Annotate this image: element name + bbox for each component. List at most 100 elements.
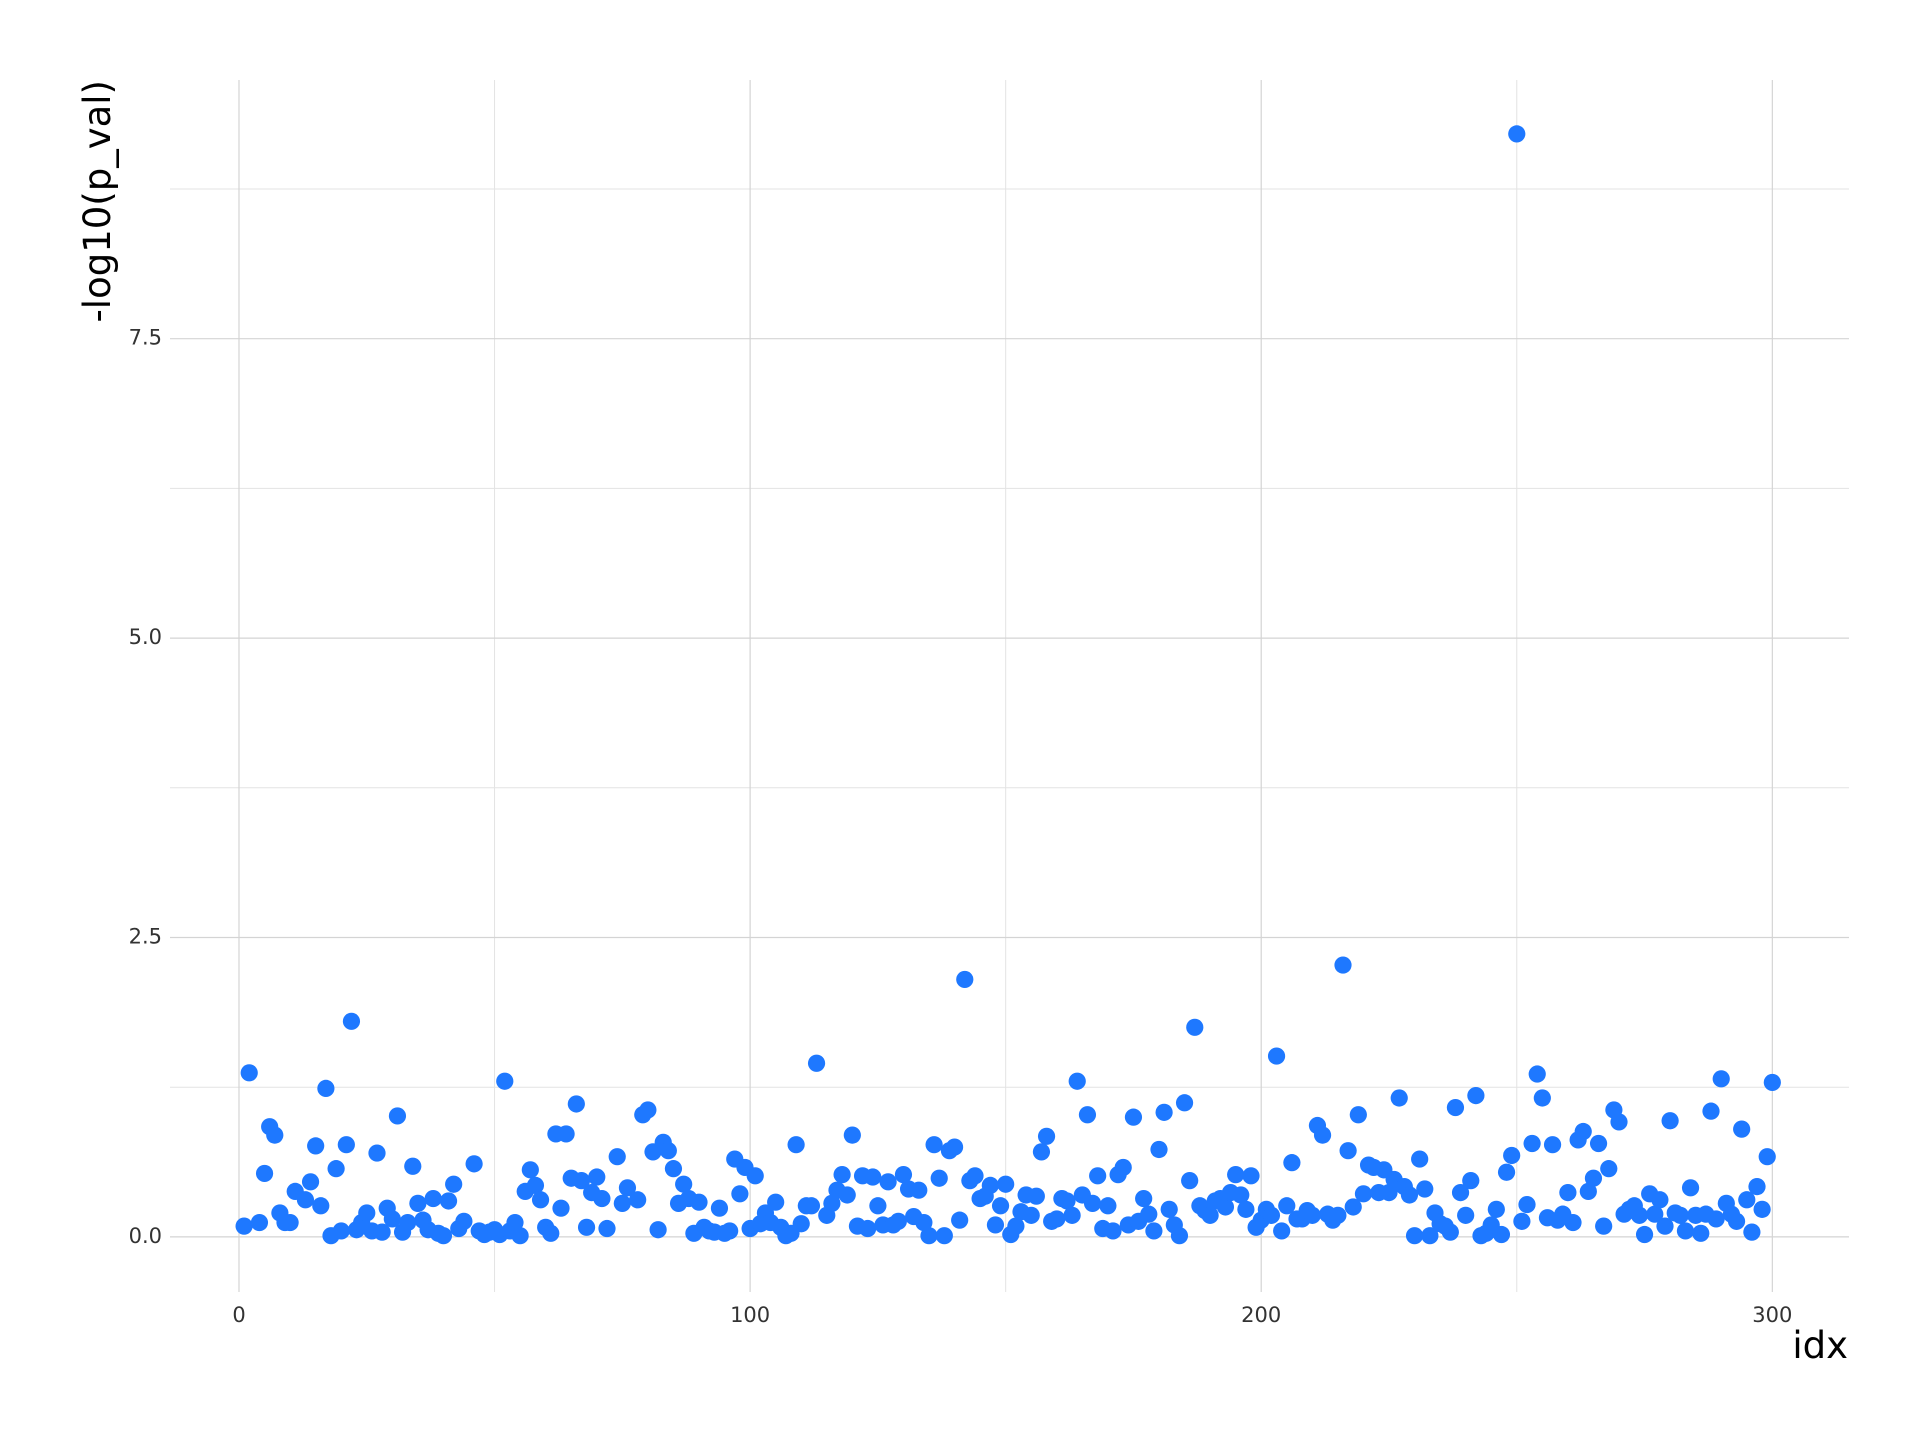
point — [945, 1138, 964, 1156]
y-tick-label: 7.5 — [129, 326, 162, 350]
point — [1227, 1166, 1245, 1184]
point — [675, 1175, 693, 1193]
point — [981, 1176, 999, 1195]
point — [424, 1189, 442, 1208]
point — [1738, 1191, 1756, 1209]
point — [1451, 1183, 1470, 1202]
point — [1114, 1158, 1132, 1177]
point — [250, 1213, 269, 1232]
point — [1462, 1172, 1480, 1190]
point — [1610, 1113, 1628, 1131]
point — [1574, 1122, 1592, 1141]
point — [991, 1197, 1010, 1215]
point — [956, 970, 974, 989]
point — [1651, 1191, 1669, 1209]
point — [327, 1160, 345, 1178]
point — [951, 1211, 969, 1229]
point — [1104, 1222, 1122, 1240]
point — [864, 1168, 882, 1186]
point — [1099, 1197, 1117, 1215]
point — [521, 1161, 539, 1179]
point — [255, 1164, 274, 1183]
point — [787, 1136, 805, 1154]
point — [542, 1224, 560, 1242]
point — [935, 1227, 953, 1245]
point — [1339, 1142, 1357, 1160]
point — [1508, 125, 1526, 143]
point — [910, 1181, 928, 1199]
point — [1646, 1205, 1664, 1223]
point — [1446, 1098, 1465, 1117]
point — [506, 1213, 524, 1232]
point — [894, 1166, 913, 1184]
x-tick-label: 0 — [232, 1303, 245, 1327]
point — [721, 1222, 739, 1240]
point — [618, 1179, 637, 1197]
point — [1753, 1200, 1771, 1218]
point — [823, 1194, 841, 1212]
point — [373, 1223, 391, 1241]
point — [1681, 1179, 1700, 1197]
point — [526, 1176, 545, 1195]
point — [1083, 1194, 1102, 1212]
point — [639, 1101, 657, 1119]
point — [1513, 1212, 1531, 1230]
point — [1405, 1227, 1424, 1245]
point — [920, 1227, 938, 1245]
point — [235, 1217, 253, 1235]
point — [281, 1213, 299, 1232]
point — [1748, 1178, 1766, 1196]
point — [843, 1126, 861, 1144]
point — [1078, 1106, 1097, 1124]
point — [404, 1157, 422, 1175]
point — [1411, 1150, 1429, 1168]
point — [301, 1173, 320, 1191]
x-axis-title: idx — [1792, 1324, 1848, 1367]
point — [1656, 1217, 1674, 1235]
point — [1063, 1206, 1081, 1224]
point — [1242, 1167, 1260, 1185]
x-tick-label: 100 — [730, 1303, 770, 1327]
point — [1692, 1224, 1710, 1242]
point — [859, 1219, 877, 1238]
point — [240, 1064, 258, 1082]
point — [1278, 1197, 1296, 1215]
point — [1528, 1065, 1546, 1083]
point — [1201, 1206, 1219, 1224]
point — [1523, 1134, 1541, 1153]
point — [1503, 1146, 1521, 1165]
point — [1155, 1103, 1173, 1121]
point — [833, 1166, 851, 1184]
point — [1758, 1148, 1776, 1166]
point — [889, 1212, 907, 1230]
point — [1267, 1047, 1286, 1065]
point — [659, 1142, 677, 1160]
y-tick-label: 0.0 — [129, 1224, 162, 1248]
point — [710, 1199, 729, 1217]
point — [358, 1204, 376, 1222]
point — [690, 1193, 708, 1211]
point — [332, 1222, 350, 1240]
point — [1487, 1200, 1505, 1218]
point — [1543, 1136, 1562, 1154]
point — [598, 1219, 616, 1238]
point — [383, 1210, 401, 1228]
point — [1262, 1206, 1281, 1224]
point — [1068, 1072, 1086, 1090]
point — [1022, 1206, 1040, 1224]
point — [1727, 1212, 1746, 1230]
point — [792, 1215, 810, 1233]
point — [1390, 1089, 1408, 1107]
point — [802, 1197, 821, 1215]
point — [1354, 1185, 1373, 1203]
point — [1564, 1213, 1582, 1232]
point — [307, 1137, 325, 1155]
point — [1303, 1206, 1321, 1224]
point — [869, 1197, 887, 1215]
point — [434, 1227, 453, 1245]
point — [1145, 1222, 1163, 1240]
point — [296, 1191, 315, 1209]
point — [807, 1054, 826, 1072]
point — [455, 1212, 473, 1230]
point — [312, 1197, 330, 1215]
